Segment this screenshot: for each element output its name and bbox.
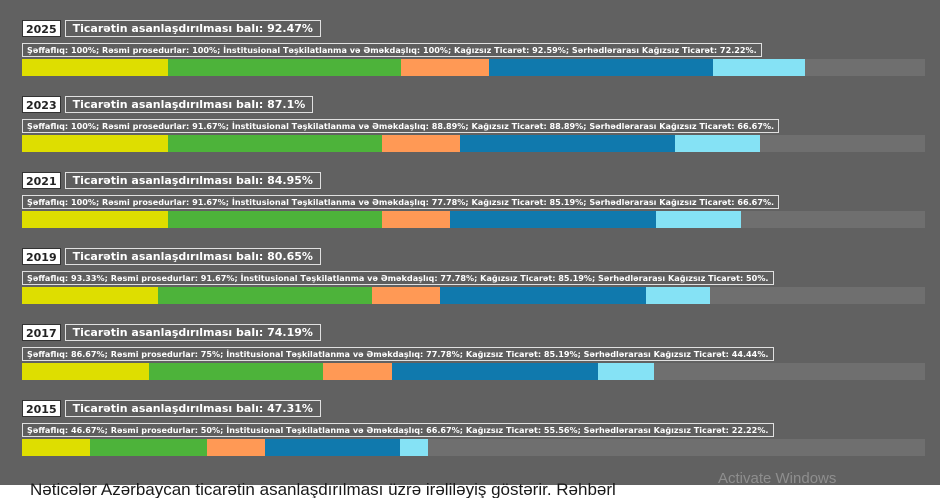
title-row: 2021 Ticarətin asanlaşdırılması balı: 84.…: [22, 172, 321, 189]
component-detail-label: Şəffaflıq: 93.33%; Rəsmi prosedurlar: 91…: [22, 271, 774, 285]
bar-segment-4: [459, 135, 675, 152]
bar-segment-3: [401, 59, 489, 76]
component-detail-label: Şəffaflıq: 100%; Rəsmi prosedurlar: 91.6…: [22, 119, 780, 133]
year-label: 2021: [22, 172, 61, 189]
bar-segment-3: [323, 363, 392, 380]
bar-segment-5: [399, 439, 428, 456]
activate-windows-watermark: Activate Windows: [718, 470, 837, 487]
bar-segment-4: [265, 439, 400, 456]
score-label: Ticarətin asanlaşdırılması balı: 74.19%: [64, 324, 321, 341]
stacked-bar: [22, 363, 925, 380]
bar-segment-4: [449, 211, 657, 228]
bottom-text: Nəticələr Azərbaycan ticarətin asanlaşdı…: [30, 482, 616, 498]
bar-segment-3: [381, 211, 450, 228]
bar-segment-3: [371, 287, 441, 304]
year-label: 2015: [22, 400, 61, 417]
year-label: 2017: [22, 324, 61, 341]
year-label: 2023: [22, 96, 61, 113]
stacked-bar: [22, 59, 925, 76]
title-row: 2019 Ticarətin asanlaşdırılması balı: 80.…: [22, 248, 321, 265]
stacked-bar: [22, 287, 925, 304]
bar-segment-1: [22, 135, 168, 152]
bar-segment-1: [22, 287, 159, 304]
score-label: Ticarətin asanlaşdırılması balı: 87.1%: [64, 96, 314, 113]
bar-segment-4: [391, 363, 598, 380]
bar-segment-1: [22, 59, 168, 76]
bar-segment-1: [22, 439, 91, 456]
bar-segment-2: [158, 287, 372, 304]
bar-segment-1: [22, 211, 168, 228]
year-block-2015: 2015 Ticarətin asanlaşdırılması balı: 47.…: [22, 400, 925, 462]
bar-segment-4: [489, 59, 714, 76]
score-label: Ticarətin asanlaşdırılması balı: 92.47%: [64, 20, 321, 37]
score-label: Ticarətin asanlaşdırılması balı: 47.31%: [64, 400, 321, 417]
stacked-bar: [22, 439, 925, 456]
bar-segment-2: [168, 59, 401, 76]
component-detail-label: Şəffaflıq: 86.67%; Rəsmi prosedurlar: 75…: [22, 347, 774, 361]
bar-segment-5: [656, 211, 741, 228]
bar-segment-2: [90, 439, 207, 456]
bar-segment-5: [597, 363, 655, 380]
title-row: 2015 Ticarətin asanlaşdırılması balı: 47.…: [22, 400, 321, 417]
bar-segment-3: [381, 135, 460, 152]
year-block-2017: 2017 Ticarətin asanlaşdırılması balı: 74.…: [22, 324, 925, 386]
year-block-2019: 2019 Ticarətin asanlaşdırılması balı: 80.…: [22, 248, 925, 310]
bar-segment-5: [646, 287, 710, 304]
bar-segment-4: [440, 287, 647, 304]
year-block-2021: 2021 Ticarətin asanlaşdırılması balı: 84.…: [22, 172, 925, 234]
bar-segment-5: [713, 59, 805, 76]
stacked-bar: [22, 135, 925, 152]
bar-segment-1: [22, 363, 149, 380]
bar-segment-2: [148, 363, 324, 380]
bar-segment-5: [674, 135, 760, 152]
year-label: 2019: [22, 248, 61, 265]
year-block-2023: 2023 Ticarətin asanlaşdırılması balı: 87.…: [22, 96, 925, 158]
score-label: Ticarətin asanlaşdırılması balı: 80.65%: [64, 248, 321, 265]
chart-panel: 2025 Ticarətin asanlaşdırılması balı: 92.…: [0, 0, 940, 485]
score-label: Ticarətin asanlaşdırılması balı: 84.95%: [64, 172, 321, 189]
component-detail-label: Şəffaflıq: 46.67%; Rəsmi prosedurlar: 50…: [22, 423, 774, 437]
title-row: 2025 Ticarətin asanlaşdırılması balı: 92.…: [22, 20, 321, 37]
bar-segment-2: [168, 211, 382, 228]
bar-segment-3: [206, 439, 266, 456]
bar-segment-2: [168, 135, 382, 152]
title-row: 2017 Ticarətin asanlaşdırılması balı: 74.…: [22, 324, 321, 341]
stacked-bar: [22, 211, 925, 228]
component-detail-label: Şəffaflıq: 100%; Rəsmi prosedurlar: 100%…: [22, 43, 762, 57]
title-row: 2023 Ticarətin asanlaşdırılması balı: 87.…: [22, 96, 314, 113]
year-block-2025: 2025 Ticarətin asanlaşdırılması balı: 92.…: [22, 20, 925, 82]
component-detail-label: Şəffaflıq: 100%; Rəsmi prosedurlar: 91.6…: [22, 195, 780, 209]
year-label: 2025: [22, 20, 61, 37]
